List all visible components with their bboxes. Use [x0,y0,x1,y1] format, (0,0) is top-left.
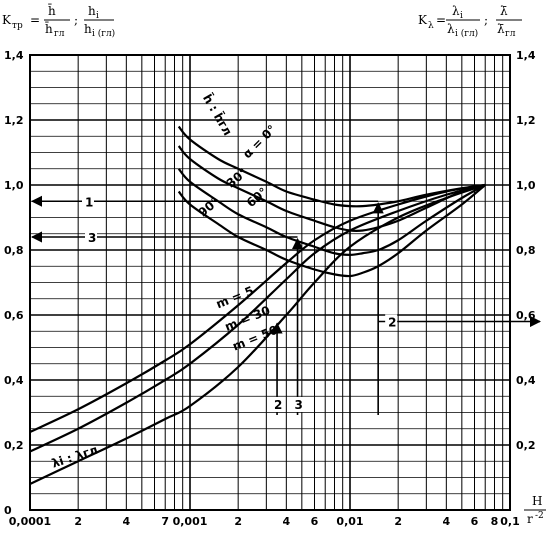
curve-label: λi : λгл [50,443,100,471]
x-axis-label: H r -2 [524,494,546,526]
y-tick-label-left: 1,4 [4,49,24,62]
right-formula: K λ = λ i λ i (гл) ; λ̄ λ̄ гл [418,4,522,39]
left-formula-num1: h̄ [48,2,56,18]
left-formula-num2: h [88,4,96,18]
guide-label-bg [385,314,398,329]
series-lines [29,125,486,485]
series-line [177,125,486,208]
grid [29,54,511,511]
right-formula-lhs-sub: λ [428,21,434,31]
series-line [29,183,486,453]
y-tick-label-left: 0,8 [4,244,24,257]
guide-label: 3 [295,398,303,412]
guide-label-bg [272,397,284,412]
y-tick-label-left: 0,6 [4,309,24,322]
left-formula-den2-sub: i (гл) [92,28,115,39]
x-tick-label: 0,01 [336,515,363,528]
guide-label-bg [85,230,97,244]
y-tick-label-right: 1,4 [516,49,536,62]
curve-label: α = 0° [240,122,279,161]
right-formula-den1: λ [447,22,455,36]
x-tick-label: 8 [491,515,499,528]
series-line [177,145,486,233]
guide-label-bg [82,194,94,209]
curve-label: 90° [196,194,222,219]
left-formula-den1-sub: гл [54,29,65,39]
left-formula-lhs-sub: тр [12,21,23,31]
right-formula-den2: λ̄ [497,22,505,36]
y-tick-label-right: 0,6 [516,309,536,322]
x-tick-label: 0,001 [173,515,208,528]
left-formula-eq: = [30,13,40,27]
x-tick-label: 0,0001 [9,515,51,528]
y-tick-label-left: 0,4 [4,374,24,387]
right-formula-sep: ; [484,13,488,27]
right-formula-lhs: K [418,13,428,27]
right-formula-den2-sub: гл [505,29,516,39]
left-formula-sep: ; [74,13,78,27]
x-tick-label: 6 [471,515,479,528]
guide-label: 1 [85,195,93,209]
x-tick-label: 7 [161,515,169,528]
x-tick-label: 6 [311,515,319,528]
guide-label-bg [292,397,304,412]
right-formula-num1: λ [452,4,460,18]
y-tick-label-right: 1,0 [516,179,536,192]
y-tick-label-right: 0,8 [516,244,536,257]
right-formula-den1-sub: i (гл) [455,28,478,39]
x-tick-label: 4 [123,515,131,528]
x-tick-label: 4 [283,515,291,528]
right-formula-num1-sub: i [460,11,463,21]
x-tick-label: 2 [234,515,242,528]
y-tick-label-left: 1,0 [4,179,24,192]
x-tick-label: 2 [74,515,82,528]
series-line [177,184,486,278]
x-axis-label-num: H [532,494,542,508]
left-formula-den2: h [84,22,92,36]
right-formula-num2: λ̄ [500,4,508,18]
y-tick-label-right: 1,2 [516,114,536,127]
series-line [29,183,486,433]
guide-label: 3 [88,231,96,245]
left-formula-num2-sub: i [96,11,99,21]
y-tick-label-right: 0,4 [516,374,536,387]
y-tick-label-left: 0,2 [4,439,24,452]
guide-label: 2 [388,316,396,330]
left-formula-den1: h̄ [45,20,53,36]
series-line [177,168,486,256]
x-tick-label: 0,1 [500,515,520,528]
x-tick-label: 2 [394,515,402,528]
x-axis-label-den-sup: -2 [535,511,544,521]
y-tick-label-left: 0 [4,504,12,517]
tick-labels: 0,0001 2 4 7 0,001 2 4 6 0,01 2 4 6 8 0,100,20,40,60,… [4,49,536,528]
y-tick-label-left: 1,2 [4,114,24,127]
left-formula-lhs: K [2,13,12,27]
x-tick-label: 4 [443,515,451,528]
y-tick-label-right: 0,2 [516,439,536,452]
left-formula: K тр = h̄ h̄ гл ; h i h i (гл) [2,2,115,39]
right-formula-eq: = [436,13,446,27]
guide-label: 2 [274,398,282,412]
curve-label: h̄ : h̄гл [200,91,236,138]
series-line [29,183,486,485]
x-axis-label-den: r [527,512,533,526]
